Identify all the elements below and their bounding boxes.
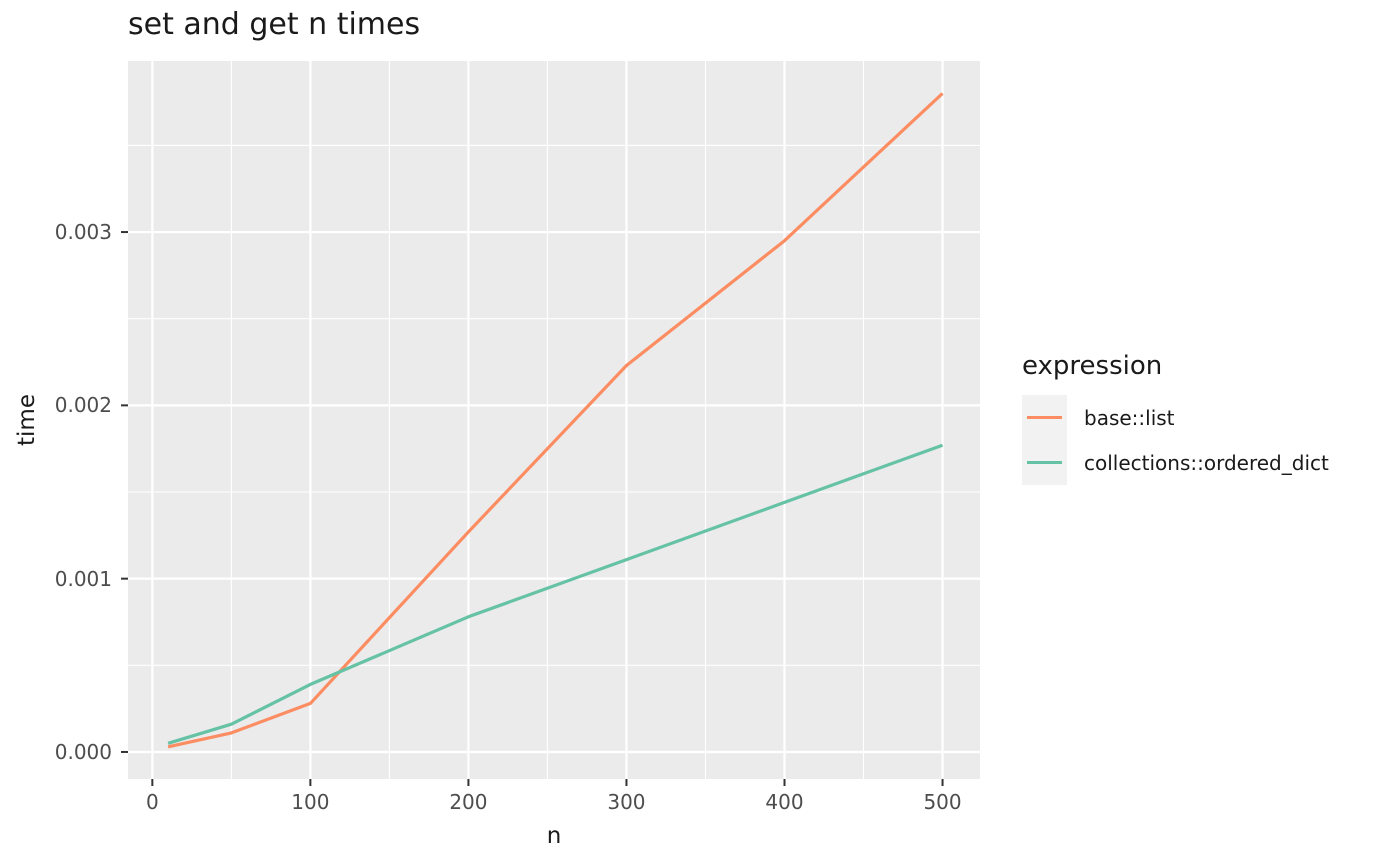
legend-title: expression	[1022, 351, 1163, 381]
x-tick-label: 300	[607, 790, 646, 814]
series-line-base-list	[167, 92, 944, 749]
series-line-collections-ordered_dict	[167, 443, 944, 745]
legend-key	[1022, 395, 1067, 440]
legend-key-line-icon	[1027, 460, 1062, 465]
y-tick-label: 0.001	[54, 566, 112, 591]
x-tick-label: 500	[923, 790, 962, 814]
y-axis-title: time	[14, 394, 40, 446]
y-tick-label: 0.002	[54, 393, 112, 418]
x-tick-label: 200	[449, 790, 488, 814]
x-axis-title: n	[546, 823, 562, 849]
legend-label: collections::ordered_dict	[1084, 450, 1329, 475]
legend-item: collections::ordered_dict	[1022, 440, 1329, 485]
legend-label: base::list	[1084, 405, 1175, 430]
plot-panel	[128, 61, 980, 779]
legend-key-line-icon	[1027, 415, 1062, 420]
legend-key	[1022, 440, 1067, 485]
x-tick-label: 0	[145, 790, 159, 814]
y-tick-label: 0.000	[54, 739, 112, 764]
legend-item: base::list	[1022, 395, 1329, 440]
y-tick-label: 0.003	[54, 220, 112, 245]
plot-title: set and get n times	[128, 7, 421, 42]
x-tick-label: 100	[291, 790, 330, 814]
x-tick-label: 400	[765, 790, 804, 814]
